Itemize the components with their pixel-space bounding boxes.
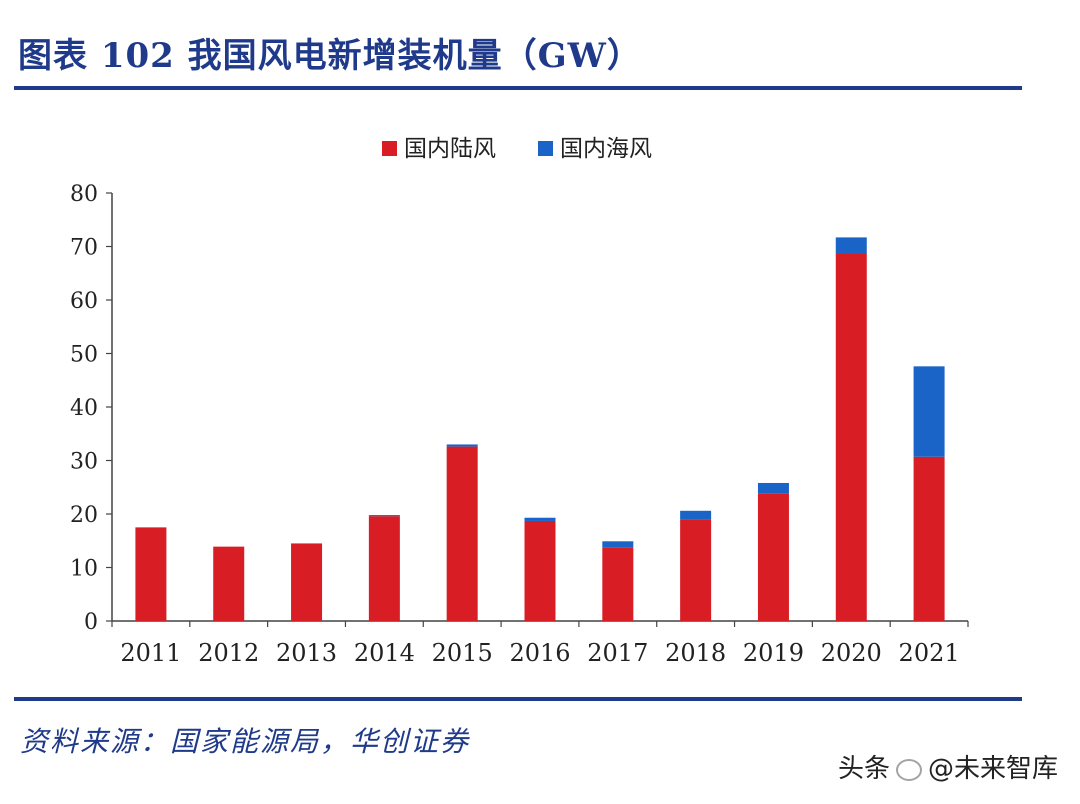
bar-onshore-2012 bbox=[213, 546, 245, 621]
bar-onshore-2017 bbox=[602, 547, 634, 621]
bar-onshore-2014 bbox=[368, 516, 400, 621]
x-tick-label: 2021 bbox=[899, 639, 960, 667]
x-tick-label: 2017 bbox=[587, 639, 648, 667]
x-tick-label: 2014 bbox=[354, 639, 415, 667]
bar-offshore-2015 bbox=[446, 444, 478, 447]
source-note: 资料来源：国家能源局，华创证券 bbox=[20, 725, 471, 758]
bar-onshore-2019 bbox=[757, 493, 789, 621]
x-tick-label: 2013 bbox=[276, 639, 337, 667]
y-tick-label: 20 bbox=[70, 503, 98, 528]
bar-offshore-2017 bbox=[602, 541, 634, 548]
watermark-left: 头条 bbox=[837, 754, 890, 784]
y-tick-label: 60 bbox=[70, 289, 98, 314]
bar-onshore-2021 bbox=[913, 456, 945, 621]
x-tick-label: 2012 bbox=[198, 639, 259, 667]
bar-offshore-2021 bbox=[913, 366, 945, 457]
x-tick-label: 2020 bbox=[821, 639, 882, 667]
y-tick-label: 50 bbox=[70, 343, 98, 368]
watermark-right: @未来智库 bbox=[927, 754, 1058, 784]
bar-onshore-2016 bbox=[524, 520, 556, 621]
bar-onshore-2011 bbox=[135, 527, 167, 621]
x-tick-label: 2019 bbox=[743, 639, 804, 667]
y-tick-label: 70 bbox=[70, 236, 98, 261]
x-tick-label: 2018 bbox=[665, 639, 726, 667]
bar-offshore-2018 bbox=[680, 510, 712, 520]
bar-offshore-2020 bbox=[835, 237, 867, 254]
source-rule bbox=[14, 697, 1022, 701]
y-tick-label: 10 bbox=[70, 557, 98, 582]
bar-onshore-2020 bbox=[835, 253, 867, 622]
legend-label-offshore: 国内海风 bbox=[560, 136, 652, 162]
y-tick-label: 0 bbox=[84, 610, 98, 635]
legend-swatch-offshore bbox=[538, 141, 553, 156]
y-tick-label: 40 bbox=[70, 396, 98, 421]
bar-onshore-2018 bbox=[680, 519, 712, 621]
x-tick-label: 2016 bbox=[509, 639, 570, 667]
y-tick-label: 80 bbox=[70, 182, 98, 207]
y-tick-label: 30 bbox=[70, 450, 98, 475]
stacked-bar-chart: 0 10 20 30 40 50 60 70 80 2011 2012 2013 2014 2015 201… bbox=[70, 136, 969, 667]
title-rule bbox=[14, 86, 1022, 90]
legend-label-onshore: 国内陆风 bbox=[404, 136, 496, 162]
x-tick-label: 2015 bbox=[432, 639, 493, 667]
bar-offshore-2014 bbox=[368, 515, 400, 517]
bar-offshore-2016 bbox=[524, 517, 556, 521]
wechat-icon bbox=[895, 758, 922, 781]
watermark: 头条 @未来智库 bbox=[838, 748, 1058, 785]
bar-offshore-2019 bbox=[757, 482, 789, 494]
x-tick-label: 2011 bbox=[120, 639, 181, 667]
chart-title: 图表 102 我国风电新增装机量（GW） bbox=[18, 36, 642, 76]
bar-onshore-2015 bbox=[446, 446, 478, 621]
bar-onshore-2013 bbox=[291, 543, 323, 621]
legend-swatch-onshore bbox=[382, 141, 397, 156]
